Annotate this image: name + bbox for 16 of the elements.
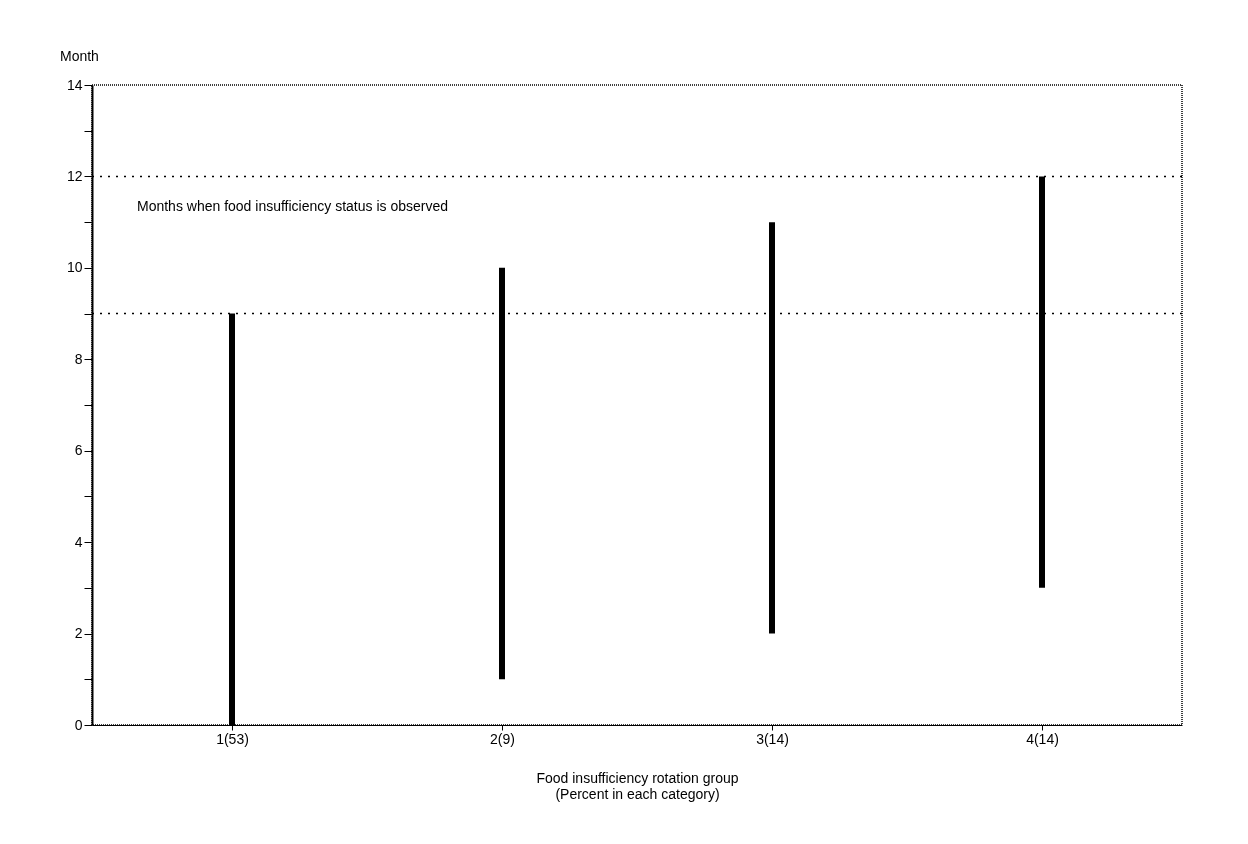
y-tick-label: 8 [74,350,83,367]
x-tick-label: 1(53) [216,730,249,747]
y-tick-label: 14 [66,76,83,93]
text: Food insufficiency rotation group [536,769,739,786]
x-tick-label: 4(14) [1026,730,1059,747]
y-tick-label: 12 [66,167,83,184]
y-tick-label: 4 [74,533,83,550]
text: (Percent in each category) [555,785,720,802]
y-tick-label: 2 [74,625,83,642]
x-tick-label: 3(14) [756,730,789,747]
y-tick-label: 6 [74,442,83,459]
y-tick-label: 0 [74,716,83,733]
x-tick-label: 2(9) [490,730,515,747]
y-axis-title: Month [60,48,99,64]
y-tick-label: 10 [66,259,83,276]
annotation: Months when food insufficiency status is observed [137,197,449,214]
